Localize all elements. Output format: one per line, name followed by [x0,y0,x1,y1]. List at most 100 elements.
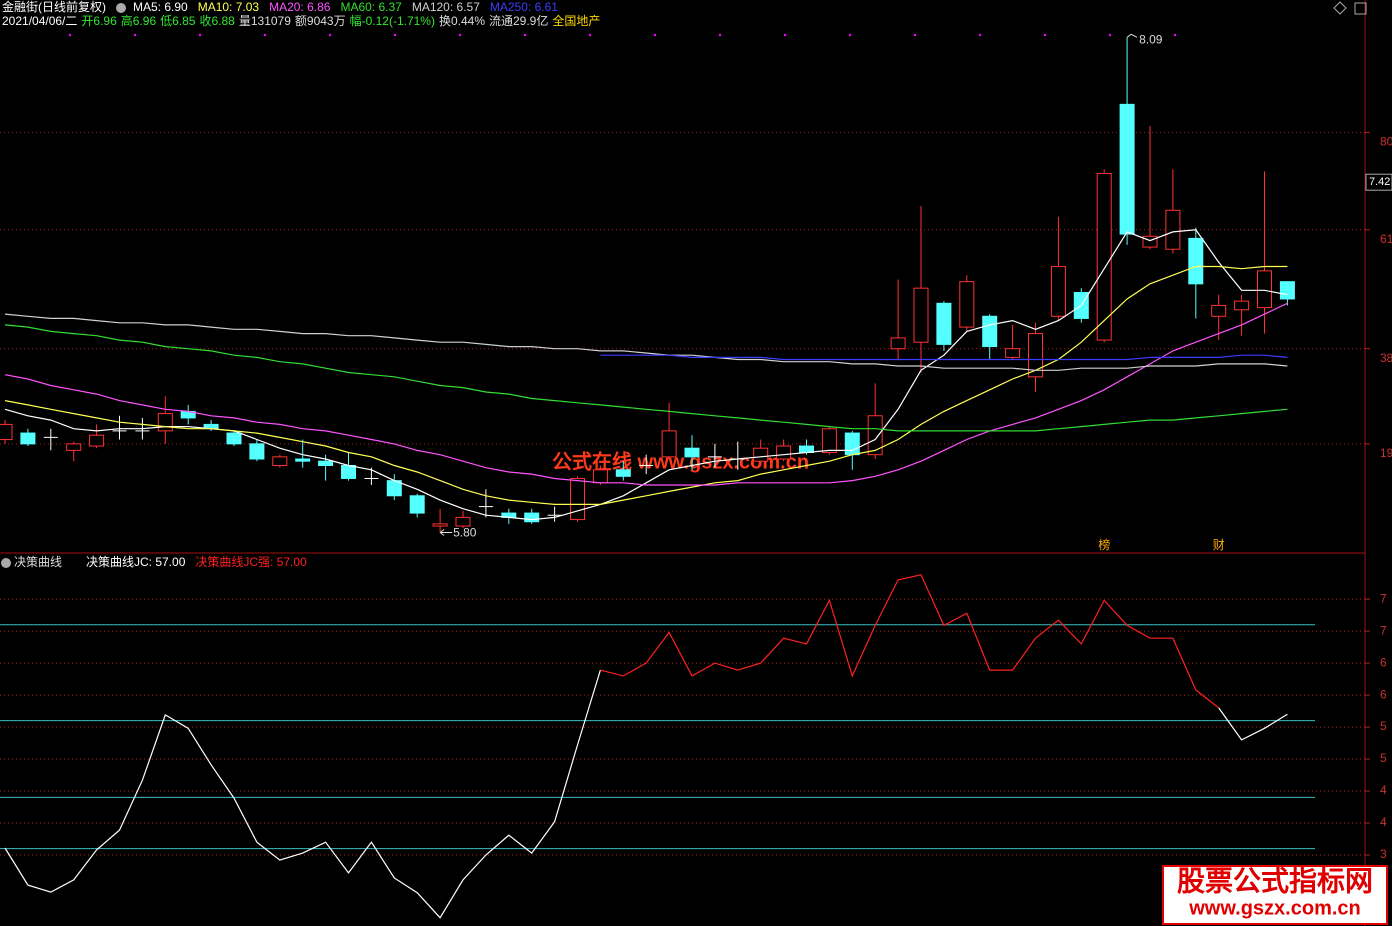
info-item: 流通29.9亿 [489,13,548,28]
y-tick-label: 5 [1380,751,1387,765]
logo-title: 股票公式指标网 [1177,865,1373,896]
separator-dot [198,33,202,37]
candle-body [936,302,952,345]
candle-body [295,458,311,462]
window-icon[interactable] [1354,2,1367,15]
info-line: 2021/04/06/二 开6.96 高6.96 低6.85 收6.88 量131079 额… [2,13,600,28]
candle-body [1234,300,1250,311]
y-tick-label: 80 [1380,135,1392,149]
separator-dot [1043,33,1047,37]
candle-body [341,464,356,479]
legend-entry: MA250: 6.61 [490,0,558,14]
menu-icon[interactable] [116,3,126,13]
candle-body [0,423,13,441]
y-tick-label: 7 [1380,623,1387,637]
y-tick-label: 3 [1380,847,1387,861]
series-line [4,324,1288,432]
candle-body [867,415,883,456]
info-item: 幅-0.12(-1.71%) [350,13,435,28]
separator-dot [523,33,527,37]
candle-body [1142,235,1158,248]
event-marker: 财 [1213,538,1225,552]
info-item: 量131079 [239,14,291,28]
legend: MA5: 6.90 MA10: 7.03 MA20: 6.86 MA60: 6.37 M… [133,0,558,14]
y-tick-label: 4 [1380,815,1387,829]
legend-entry: 决策曲线JC: 57.00 [86,555,186,569]
low-annotation: 5.80 [453,526,477,540]
y-tick-label: 38 [1380,351,1392,365]
annotation-pointer [1126,33,1138,38]
info-item: 全国地产 [552,13,600,28]
watermark: 公式在线 www.gszx.com.cn [552,449,809,473]
separator-dot [653,33,657,37]
candle-body [272,456,288,466]
high-annotation: 8.09 [1139,32,1163,46]
candle-body [776,445,792,460]
logo-url: www.gszx.com.cn [1188,897,1361,919]
info-item: 低6.85 [160,14,196,28]
legend-entry: MA10: 7.03 [198,0,260,14]
candle-body [982,315,998,348]
separator-dot [1108,33,1112,37]
candle-body [1005,348,1021,358]
candle-body [455,516,471,527]
separator-dot [458,33,462,37]
candle-body [318,460,334,466]
legend-entry: MA60: 6.37 [340,0,402,14]
candle-body [89,434,105,447]
legend: 决策曲线JC: 57.00 决策曲线JC强: 57.00 [86,555,307,569]
y-tick-label: 6 [1380,655,1387,669]
candle-body [1119,103,1135,235]
info-item: 2021/04/06/二 [2,14,77,28]
series-line [600,354,1288,361]
price-cursor-label: 7.42 [1369,176,1390,188]
y-tick-label: 5 [1380,719,1387,733]
window-icon[interactable] [1333,1,1347,15]
legend-entry: MA120: 6.57 [412,0,480,14]
y-tick-label: 6 [1380,687,1387,701]
info-item: 换0.44% [439,14,485,28]
separator-dot [848,33,852,37]
legend-entry: MA5: 6.90 [133,0,188,14]
candle-body [661,430,677,458]
candle-body [1028,333,1043,378]
candle-body [157,413,173,432]
separator-dot [978,33,982,37]
candle-body [1279,281,1295,300]
candle-body [1096,173,1112,341]
series-line [600,574,1220,709]
candle-body [684,447,700,458]
panel-title: 决策曲线 [14,555,62,569]
info-item: 高6.96 [121,13,157,28]
separator-dot [718,33,722,37]
candle-body [1165,209,1181,250]
candle-body [844,432,860,456]
candle-body [1257,270,1272,309]
candle-body [890,337,906,350]
event-marker: 榜 [1098,537,1110,552]
separator-dot [783,33,787,37]
separator-dot [1173,33,1177,37]
separator-dot [133,33,137,37]
menu-icon[interactable] [1,558,11,568]
separator-dot [913,33,917,37]
candle-body [226,432,242,445]
series-line [4,265,1288,505]
separator-dot [588,33,592,37]
candle-body [913,287,929,343]
annotation-pointer [439,529,453,536]
y-tick-label: 7 [1380,591,1387,605]
candle-body [66,443,82,451]
y-tick-label: 4 [1380,783,1387,797]
candle-body [592,469,608,484]
candle-body [615,469,631,477]
candle-body [432,523,448,527]
y-tick-label: 19 [1380,446,1392,460]
info-item: 收6.88 [199,14,235,28]
series-line [4,313,1288,371]
candle-body [1188,237,1204,285]
separator-dot [393,33,397,37]
